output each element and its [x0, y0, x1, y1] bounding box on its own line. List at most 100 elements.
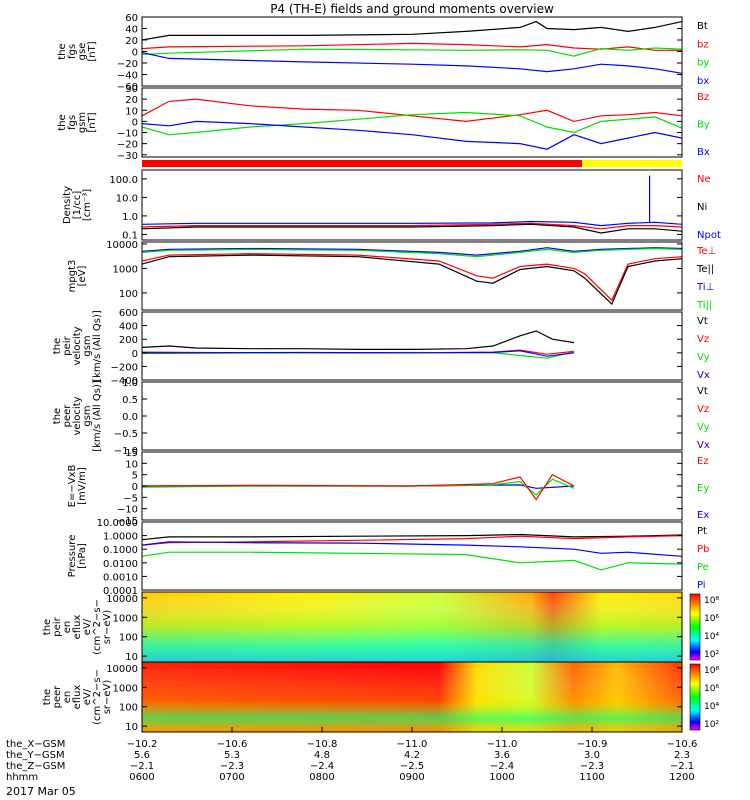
y-axis-label: mpgt3 [eV]: [67, 260, 88, 293]
legend-Npot: Npot: [697, 230, 721, 241]
y-axis-label-line: en: [62, 621, 73, 634]
y-tick-label: 0.1: [122, 230, 138, 241]
y-tick-label: 5: [132, 471, 138, 482]
panel-background: [142, 242, 682, 310]
y-axis-label-line: en: [62, 691, 73, 704]
y-axis-label: the peir velocity gsm [km/s (All Qs)]: [52, 310, 103, 382]
series-Bz: [141, 98, 683, 123]
y-axis-label-line: the: [52, 338, 63, 354]
y-axis-label-line: [cm⁻³]: [82, 189, 93, 221]
legend-Vx: Vx: [697, 440, 710, 451]
y-tick-label: 20: [125, 36, 138, 47]
y-tick-label: 0.5: [122, 395, 138, 406]
legend-bx: bx: [697, 76, 709, 87]
y-tick-label: 30: [125, 84, 138, 95]
chart-title: P4 (TH-E) fields and ground moments over…: [270, 2, 554, 16]
x-tick-label: −10.6: [217, 739, 248, 750]
x-tick-label: 1000: [489, 772, 514, 783]
panel-background: [142, 170, 682, 240]
y-axis-label-line: velocity: [72, 326, 83, 365]
y-axis-label-line: eflux: [72, 685, 83, 710]
panel-frame: [141, 169, 683, 241]
y-tick-label: 10000: [106, 594, 138, 605]
legend-Pe: Pe: [697, 562, 709, 573]
date-label: 2017 Mar 05: [6, 785, 76, 798]
y-tick-label: 1.0000: [103, 532, 138, 543]
x-tick-label: −11.0: [487, 739, 518, 750]
x-tick-label: −2.1: [670, 761, 694, 772]
x-tick-label: −10.8: [307, 739, 338, 750]
legend-by: by: [697, 58, 709, 69]
x-tick-label: 3.0: [584, 750, 600, 761]
y-axis-label-line: [nT]: [87, 112, 98, 132]
series-Ni: [141, 223, 683, 234]
y-tick-label: −60: [117, 82, 138, 93]
series-Pt: [141, 533, 683, 541]
y-axis-label-line: [eV]: [77, 266, 88, 287]
y-axis-label-line: the: [42, 689, 53, 705]
series-Pe: [141, 551, 683, 571]
y-tick-label: −200: [111, 362, 138, 373]
x-tick-label: 0600: [129, 772, 154, 783]
x-tick-label: 0700: [219, 772, 244, 783]
y-tick-label: 0.1000: [103, 545, 138, 556]
y-axis-label-line: the: [57, 43, 68, 59]
legend-bz: bz: [697, 39, 709, 50]
y-tick-label: 100: [119, 703, 138, 714]
y-tick-label: 200: [119, 335, 138, 346]
x-tick-label: −2.3: [220, 761, 244, 772]
heatmap-energy-band: [142, 592, 682, 662]
series-Vx: [142, 350, 575, 357]
y-tick-label: 100: [119, 633, 138, 644]
y-tick-label: 1000: [113, 264, 138, 275]
y-axis-label-line: the: [57, 114, 68, 130]
y-tick-label: 10000: [106, 240, 138, 251]
y-axis-label-line: [nT]: [87, 41, 98, 61]
y-axis-label-line: eflux: [72, 615, 83, 640]
series-Ne: [141, 222, 683, 230]
legend-Vx: Vx: [697, 370, 710, 381]
legend-Te||: Te||: [696, 264, 714, 275]
y-axis-label-line: eV/: [82, 688, 93, 705]
series-Ti||: [141, 247, 683, 258]
legend-Pi: Pi: [697, 580, 706, 591]
x-row-label: hhmm: [6, 772, 38, 783]
x-row-label: the_Z−GSM: [6, 761, 65, 772]
legend-By: By: [697, 120, 710, 131]
heatmap-energy-band: [142, 662, 682, 732]
x-tick-label: 5.6: [134, 750, 150, 761]
y-axis-label: Density [1/cc] [cm⁻³]: [62, 186, 93, 224]
panel-background: [142, 522, 682, 590]
panel-frame: [141, 241, 683, 311]
series-Pi: [141, 541, 683, 557]
series-Ti⊥: [141, 247, 683, 256]
x-tick-label: 1100: [579, 772, 604, 783]
y-axis-label-line: sr−eV): [102, 610, 113, 645]
y-axis-label-line: gse: [77, 43, 88, 61]
x-tick-label: −2.3: [580, 761, 604, 772]
y-tick-label: −40: [117, 71, 138, 82]
x-tick-label: 1200: [669, 772, 694, 783]
y-tick-label: −15: [117, 516, 138, 527]
legend-Ti||: Ti||: [696, 300, 712, 311]
legend-Ne: Ne: [697, 174, 711, 185]
series-Te||: [141, 254, 683, 306]
x-tick-label: −10.6: [667, 739, 698, 750]
y-axis-label: E=−VxB [mV/m]: [67, 465, 88, 508]
legend-Ex: Ex: [697, 510, 709, 521]
y-axis-label: the fgs gse [nT]: [57, 41, 98, 61]
y-axis-label: the peer en eflux eV/(cm^2−s− sr−eV): [42, 669, 113, 725]
y-tick-label: 0: [132, 48, 138, 59]
y-tick-label: 0: [132, 482, 138, 493]
y-tick-label: 10: [125, 106, 138, 117]
legend-Pt: Pt: [697, 526, 707, 537]
y-tick-label: 10: [125, 722, 138, 733]
colorbar: [689, 593, 701, 661]
y-tick-label: 0.0: [122, 412, 138, 423]
series-Vt: [141, 330, 575, 350]
y-tick-label: 0: [132, 349, 138, 360]
legend-Bt: Bt: [697, 21, 708, 32]
x-tick-label: −10.9: [577, 739, 608, 750]
series-bx: [141, 52, 683, 74]
